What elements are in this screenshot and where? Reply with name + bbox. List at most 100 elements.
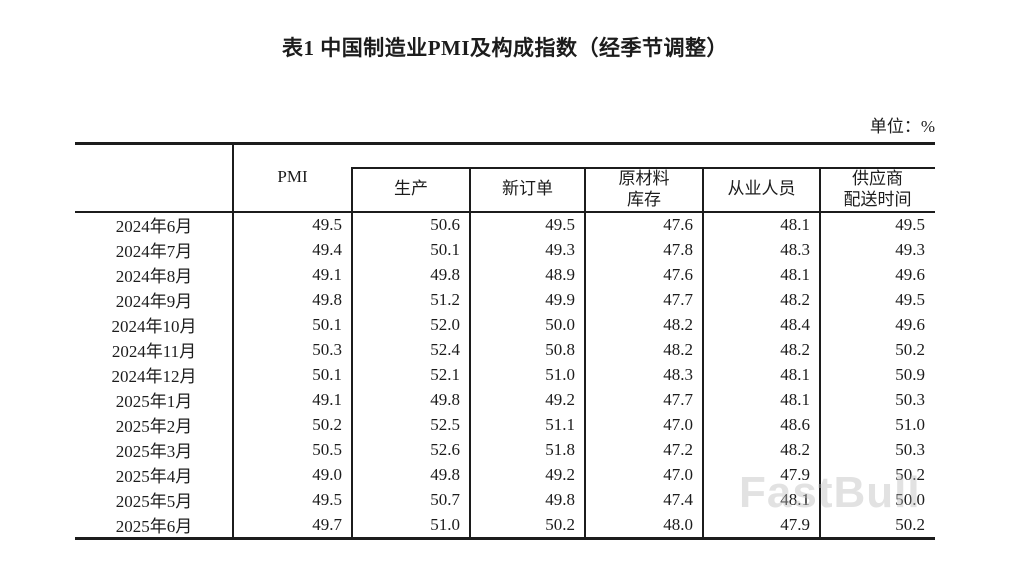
cell-value: 49.1 (312, 389, 342, 409)
table-rows: 2024年6月 49.5 50.6 49.5 47.6 48.1 49.5 2024年7月 49… (75, 212, 935, 537)
table-row: 2024年8月 49.1 49.8 48.9 47.6 48.1 49.6 (75, 262, 935, 287)
row-period: 2025年2月 (115, 417, 193, 436)
column-header-production: 生产 (394, 179, 428, 199)
row-period: 2024年9月 (115, 292, 193, 311)
cell-value: 49.8 (430, 264, 460, 284)
header-bottom-rule (75, 211, 935, 213)
cell-value: 49.3 (895, 239, 925, 259)
column-divider-inventory-employment (702, 167, 704, 540)
cell-value: 49.6 (895, 264, 925, 284)
cell-value: 50.2 (895, 514, 925, 534)
row-period: 2024年11月 (111, 342, 197, 361)
row-period: 2024年12月 (111, 367, 197, 386)
column-divider-employment-delivery (819, 167, 821, 540)
cell-value: 49.0 (312, 464, 342, 484)
row-period: 2025年4月 (115, 467, 193, 486)
cell-value: 50.5 (312, 439, 342, 459)
row-period: 2025年3月 (115, 442, 193, 461)
cell-value: 51.0 (895, 414, 925, 434)
cell-value: 47.0 (663, 464, 693, 484)
cell-value: 49.4 (312, 239, 342, 259)
cell-value: 48.0 (663, 514, 693, 534)
cell-value: 52.4 (430, 339, 460, 359)
cell-value: 49.6 (895, 314, 925, 334)
table-row: 2025年3月 50.5 52.6 51.8 47.2 48.2 50.3 (75, 437, 935, 462)
column-header-raw-material-inventory: 原材料 库存 (618, 169, 670, 209)
cell-value: 48.6 (780, 414, 810, 434)
cell-value: 52.0 (430, 314, 460, 334)
cell-value: 50.1 (312, 314, 342, 334)
cell-value: 50.3 (895, 389, 925, 409)
row-period: 2024年8月 (115, 267, 193, 286)
column-divider-neworders-inventory (584, 167, 586, 540)
cell-value: 48.9 (545, 264, 575, 284)
cell-value: 50.3 (312, 339, 342, 359)
cell-value: 48.1 (780, 489, 810, 509)
table-row: 2024年10月 50.1 52.0 50.0 48.2 48.4 49.6 (75, 312, 935, 337)
cell-value: 50.2 (312, 414, 342, 434)
cell-value: 50.0 (895, 489, 925, 509)
table-row: 2024年6月 49.5 50.6 49.5 47.6 48.1 49.5 (75, 212, 935, 237)
cell-value: 48.2 (780, 289, 810, 309)
unit-label: 单位：% (869, 117, 935, 136)
cell-value: 51.2 (430, 289, 460, 309)
cell-value: 49.5 (895, 214, 925, 234)
column-divider-production-neworders (469, 167, 471, 540)
cell-value: 49.9 (545, 289, 575, 309)
period-column-divider (232, 142, 234, 540)
cell-value: 49.8 (430, 389, 460, 409)
cell-value: 49.8 (430, 464, 460, 484)
table-row: 2024年11月 50.3 52.4 50.8 48.2 48.2 50.2 (75, 337, 935, 362)
cell-value: 50.8 (545, 339, 575, 359)
cell-value: 49.8 (545, 489, 575, 509)
cell-value: 48.3 (780, 239, 810, 259)
cell-value: 50.1 (312, 364, 342, 384)
row-period: 2024年6月 (115, 217, 193, 236)
column-header-employment: 从业人员 (727, 179, 796, 199)
cell-value: 50.2 (545, 514, 575, 534)
pmi-table: PMI 生产 新订单 原材料 库存 从业人员 供应商 配送时间 2024年6月 4… (75, 142, 935, 540)
cell-value: 47.9 (780, 514, 810, 534)
cell-value: 49.7 (312, 514, 342, 534)
cell-value: 49.5 (545, 214, 575, 234)
row-period: 2025年1月 (115, 392, 193, 411)
cell-value: 48.2 (780, 439, 810, 459)
table-row: 2025年2月 50.2 52.5 51.1 47.0 48.6 51.0 (75, 412, 935, 437)
cell-value: 51.1 (545, 414, 575, 434)
table-row: 2025年5月 49.5 50.7 49.8 47.4 48.1 50.0 (75, 487, 935, 512)
cell-value: 52.5 (430, 414, 460, 434)
table-row: 2024年12月 50.1 52.1 51.0 48.3 48.1 50.9 (75, 362, 935, 387)
table-row: 2024年7月 49.4 50.1 49.3 47.8 48.3 49.3 (75, 237, 935, 262)
cell-value: 49.2 (545, 389, 575, 409)
cell-value: 48.1 (780, 389, 810, 409)
cell-value: 47.6 (663, 214, 693, 234)
cell-value: 48.3 (663, 364, 693, 384)
cell-value: 47.7 (663, 389, 693, 409)
cell-value: 48.1 (780, 214, 810, 234)
cell-value: 50.6 (430, 214, 460, 234)
cell-value: 48.4 (780, 314, 810, 334)
column-header-supplier-delivery-time: 供应商 配送时间 (843, 169, 912, 209)
table-row: 2025年1月 49.1 49.8 49.2 47.7 48.1 50.3 (75, 387, 935, 412)
cell-value: 47.7 (663, 289, 693, 309)
cell-value: 48.1 (780, 364, 810, 384)
cell-value: 50.1 (430, 239, 460, 259)
table-row: 2025年6月 49.7 51.0 50.2 48.0 47.9 50.2 (75, 512, 935, 537)
cell-value: 50.2 (895, 339, 925, 359)
cell-value: 49.5 (895, 289, 925, 309)
cell-value: 49.2 (545, 464, 575, 484)
cell-value: 48.1 (780, 264, 810, 284)
cell-value: 51.0 (430, 514, 460, 534)
cell-value: 49.3 (545, 239, 575, 259)
cell-value: 50.7 (430, 489, 460, 509)
table-row: 2024年9月 49.8 51.2 49.9 47.7 48.2 49.5 (75, 287, 935, 312)
cell-value: 52.6 (430, 439, 460, 459)
cell-value: 49.5 (312, 489, 342, 509)
cell-value: 51.8 (545, 439, 575, 459)
cell-value: 50.9 (895, 364, 925, 384)
cell-value: 50.2 (895, 464, 925, 484)
cell-value: 48.2 (780, 339, 810, 359)
cell-value: 49.1 (312, 264, 342, 284)
cell-value: 47.4 (663, 489, 693, 509)
